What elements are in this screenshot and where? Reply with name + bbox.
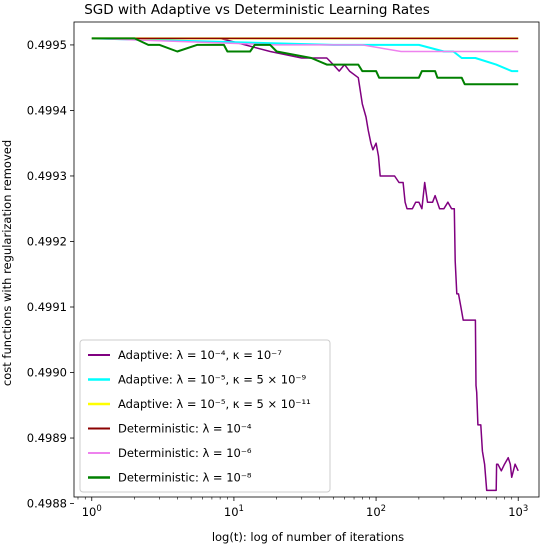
y-axis-label: cost functions with regularization remov… — [0, 140, 14, 386]
legend-label: Deterministic: λ = 10⁻⁶ — [118, 446, 252, 460]
legend-box — [79, 339, 331, 493]
series-line-1 — [91, 37, 519, 492]
series-line-2 — [91, 37, 519, 73]
y-tick-label: 0.4992 — [27, 234, 67, 248]
legend-label: Adaptive: λ = 10⁻⁴, κ = 10⁻⁷ — [118, 348, 282, 362]
x-tick-base: 10 — [366, 505, 381, 519]
legend-label: Adaptive: λ = 10⁻⁵, κ = 5 × 10⁻¹¹ — [118, 397, 311, 411]
x-tick-label: 100 — [82, 504, 102, 519]
series-line-5 — [91, 37, 519, 53]
y-tick-label: 0.4995 — [27, 38, 67, 52]
legend-label: Adaptive: λ = 10⁻⁵, κ = 5 × 10⁻⁹ — [118, 373, 306, 387]
x-tick-label: 102 — [366, 504, 386, 519]
x-tick-exponent: 2 — [381, 504, 386, 514]
legend-label: Deterministic: λ = 10⁻⁴ — [118, 422, 252, 436]
plot-area: 0.4988 0.4989 0.4990 0.4991 0.4992 0.4993 0.49… — [27, 21, 540, 519]
y-tick-label: 0.4990 — [27, 366, 67, 380]
x-tick-exponent: 0 — [96, 504, 101, 514]
series-lines — [91, 37, 519, 492]
x-axis-label: log(t): log of number of iterations — [212, 530, 404, 544]
x-tick-exponent: 3 — [523, 504, 528, 514]
legend: Adaptive: λ = 10⁻⁴, κ = 10⁻⁷ Adaptive: λ … — [79, 339, 331, 493]
y-tick-label: 0.4991 — [27, 300, 67, 314]
x-tick-base: 10 — [82, 505, 97, 519]
x-tick-label: 103 — [508, 504, 528, 519]
axes-frame — [73, 21, 540, 498]
y-tick-label: 0.4993 — [27, 169, 67, 183]
x-tick-base: 10 — [224, 505, 239, 519]
y-tick-label: 0.4994 — [27, 103, 67, 117]
series-line-6 — [91, 37, 519, 86]
y-tick-label: 0.4989 — [27, 431, 67, 445]
chart-title: SGD with Adaptive vs Deterministic Learn… — [84, 2, 430, 18]
x-tick-label: 101 — [224, 504, 244, 519]
x-tick-base: 10 — [508, 505, 523, 519]
y-tick-label: 0.4988 — [27, 497, 67, 511]
legend-label: Deterministic: λ = 10⁻⁸ — [118, 471, 252, 485]
x-tick-exponent: 1 — [239, 504, 244, 514]
